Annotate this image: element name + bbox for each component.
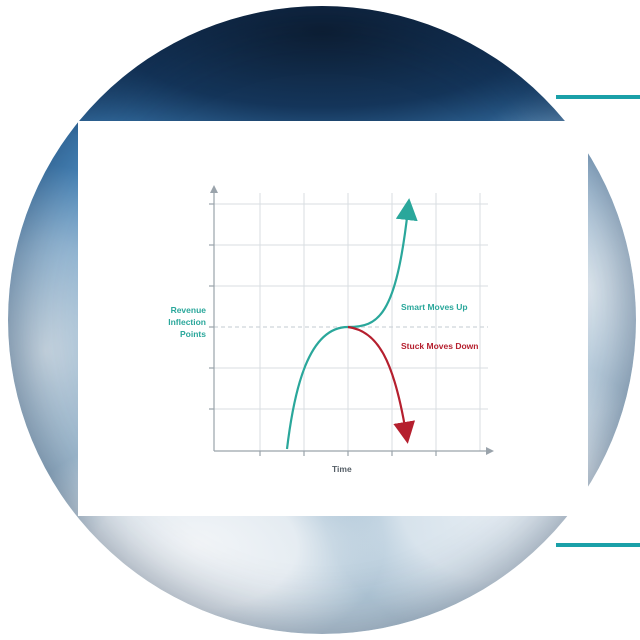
y-axis-label-line-2: Inflection	[168, 317, 206, 327]
x-axis-label: Time	[332, 464, 352, 474]
accent-line-bottom	[556, 543, 640, 547]
curve-down-label: Stuck Moves Down	[401, 341, 479, 351]
curve-up-label: Smart Moves Up	[401, 302, 468, 312]
axes	[209, 185, 494, 456]
curve-down	[347, 325, 416, 444]
inflection-diagram	[209, 185, 494, 456]
diagram-card: Revenue Inflection Points Smart Moves Up…	[78, 121, 588, 516]
y-axis-label-line-3: Points	[180, 329, 206, 339]
y-axis-label: Revenue Inflection Points	[126, 304, 206, 340]
y-axis-label-line-1: Revenue	[170, 305, 206, 315]
grid	[214, 193, 488, 451]
accent-line-top	[556, 95, 640, 99]
